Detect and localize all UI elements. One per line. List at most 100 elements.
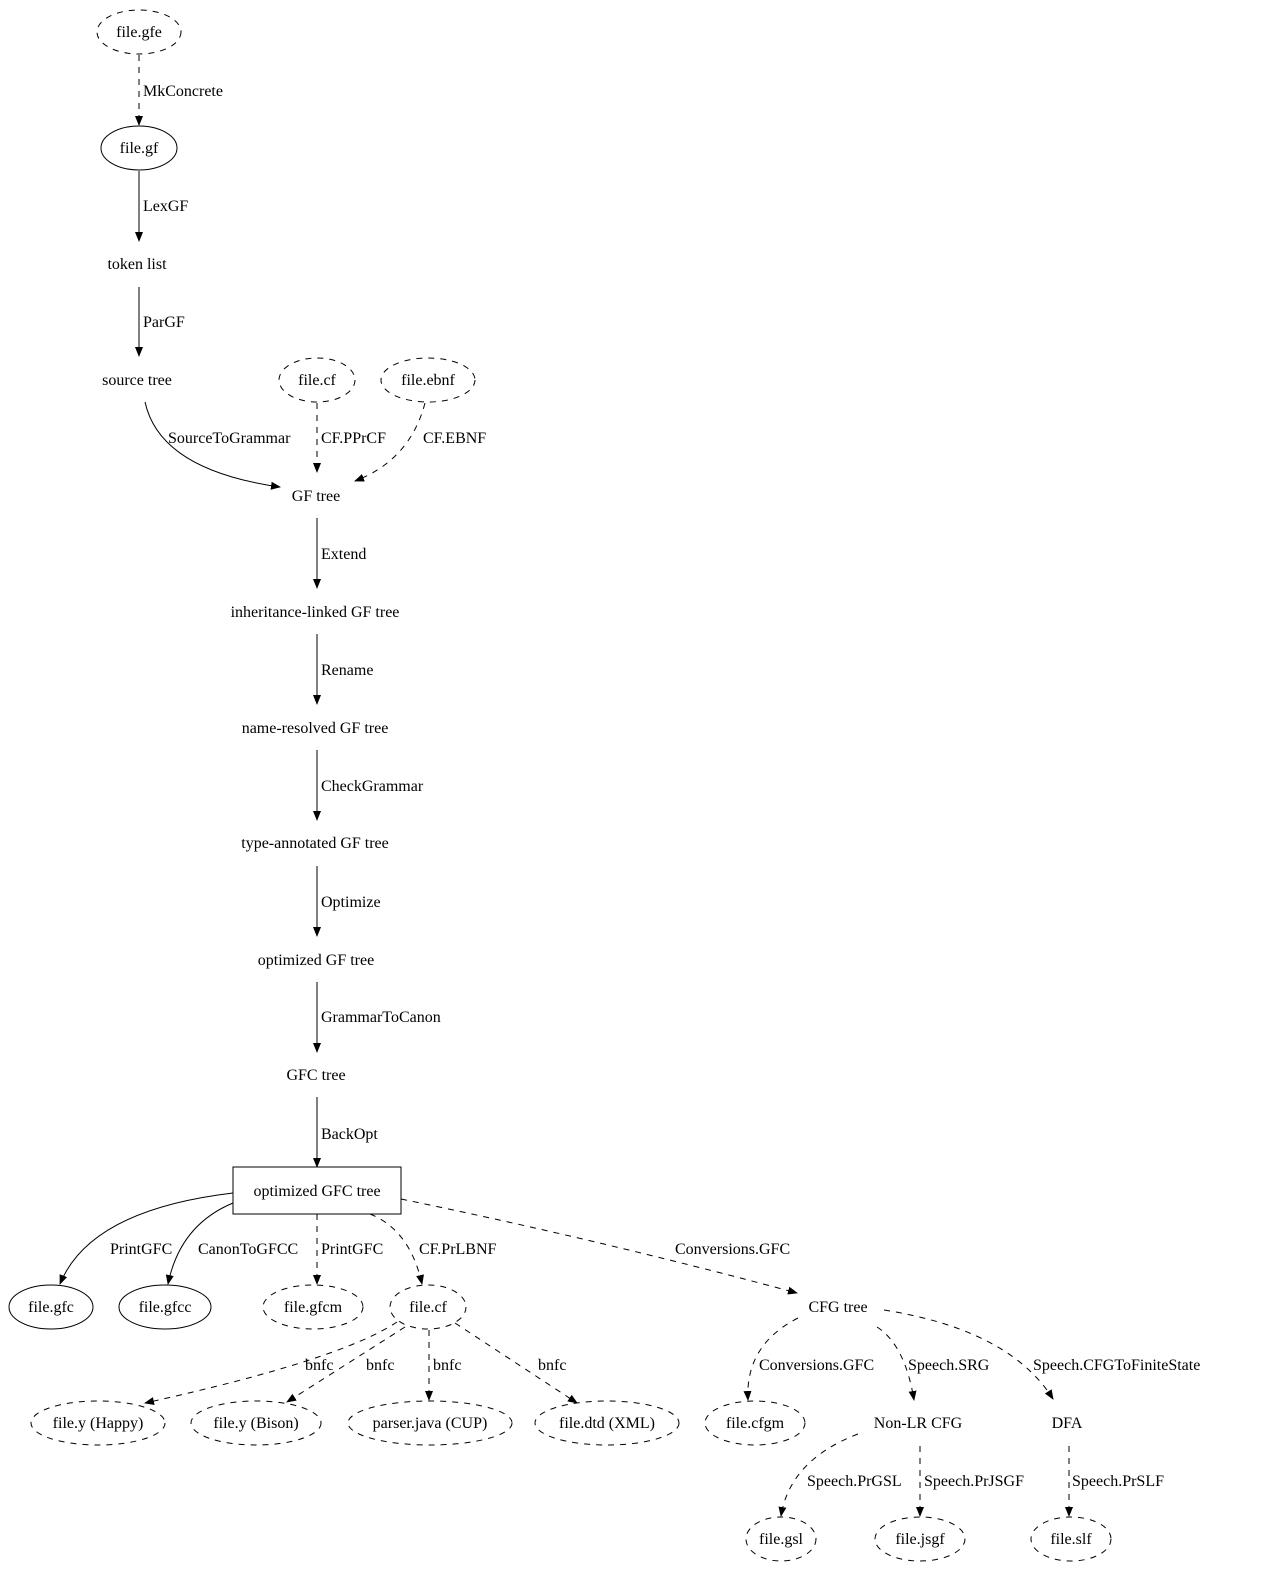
node-gf: file.gf: [100, 125, 178, 171]
node-optgf: optimized GF tree: [258, 952, 374, 969]
edge-line: [400, 1198, 798, 1295]
edge-label-cf-ebnf: CF.EBNF: [423, 430, 486, 447]
edge-cfgtree-to-dfa: Speech.CFGToFiniteState: [883, 1309, 1200, 1400]
edge-label-mkconcrete: MkConcrete: [143, 83, 223, 100]
edge-label-speech-srg: Speech.SRG: [908, 1357, 990, 1374]
node-ellipse: [1030, 1516, 1112, 1562]
edge-label-lexgf: LexGF: [143, 198, 188, 215]
node-label: file.dtd (XML): [559, 1415, 655, 1432]
edge-line: [59, 1192, 234, 1285]
edge-label-speech-prjsgf: Speech.PrJSGF: [924, 1473, 1024, 1490]
node-ellipse: [96, 9, 182, 55]
node-label: source tree: [102, 372, 172, 389]
edge-line: [165, 1202, 234, 1285]
edge-label-speech-cfgtofinitestate: Speech.CFGToFiniteState: [1033, 1357, 1200, 1374]
node-label: file.gfcc: [139, 1299, 192, 1316]
edge-dfa-to-slf: Speech.PrSLF: [1065, 1446, 1164, 1517]
node-label: optimized GFC tree: [253, 1183, 380, 1200]
node-gftree: GF tree: [292, 488, 340, 505]
edge-optgfc-to-fgfc: PrintGFC: [59, 1192, 234, 1285]
node-label: file.gfe: [116, 24, 162, 41]
edge-label-canontogfcc: CanonToGFCC: [198, 1241, 298, 1258]
edge-label-printgfc: PrintGFC: [321, 1241, 383, 1258]
node-box: [232, 1166, 402, 1215]
node-inh: inheritance-linked GF tree: [231, 604, 400, 621]
edge-cf2-to-bison: bnfc: [286, 1326, 406, 1403]
node-label: token list: [107, 256, 167, 273]
node-label: DFA: [1052, 1415, 1083, 1432]
node-label: file.gf: [120, 140, 159, 157]
edge-label-sourcetogrammar: SourceToGrammar: [168, 430, 291, 447]
node-ebnf: file.ebnf: [380, 357, 476, 403]
node-label: file.cf: [409, 1299, 447, 1316]
edge-ebnf-to-gftree: CF.EBNF: [354, 402, 486, 482]
edge-label-grammartocanon: GrammarToCanon: [321, 1009, 441, 1026]
edge-label-bnfc: bnfc: [538, 1357, 566, 1374]
node-ellipse: [278, 357, 356, 403]
edge-label-bnfc: bnfc: [433, 1357, 461, 1374]
edge-label-bnfc: bnfc: [366, 1357, 394, 1374]
edge-label-optimize: Optimize: [321, 894, 381, 911]
node-label: file.y (Happy): [53, 1415, 144, 1432]
node-label: file.y (Bison): [213, 1415, 298, 1432]
node-label: file.gsl: [759, 1531, 804, 1548]
node-ellipse: [704, 1400, 806, 1446]
node-cup: parser.java (CUP): [347, 1400, 513, 1446]
node-ellipse: [190, 1400, 322, 1446]
edge-line: [354, 402, 426, 482]
node-nameres: name-resolved GF tree: [242, 720, 389, 737]
edge-cf1-to-gftree: CF.PPrCF: [313, 403, 386, 473]
edge-nonlr-to-jsgf: Speech.PrJSGF: [916, 1446, 1024, 1517]
edge-line: [144, 1321, 398, 1405]
node-label: file.ebnf: [401, 372, 455, 389]
node-dfa: DFA: [1052, 1415, 1083, 1432]
edge-label-checkgrammar: CheckGrammar: [321, 778, 424, 795]
node-ellipse: [389, 1284, 467, 1330]
edge-cf2-to-cup: bnfc: [425, 1330, 461, 1401]
edge-gfc-to-optgfc: BackOpt: [313, 1097, 378, 1168]
node-label: file.cf: [298, 372, 336, 389]
node-cfgtree: CFG tree: [808, 1299, 867, 1316]
node-ellipse: [262, 1284, 364, 1330]
edge-label-cf-prlbnf: CF.PrLBNF: [419, 1241, 497, 1258]
node-label: file.gfcm: [284, 1299, 343, 1316]
node-happy: file.y (Happy): [30, 1400, 166, 1446]
edge-gftree-to-inh: Extend: [313, 518, 366, 589]
node-ellipse: [534, 1400, 680, 1446]
node-label: inheritance-linked GF tree: [231, 604, 400, 621]
node-ellipse: [745, 1516, 817, 1562]
node-gfcm: file.gfcm: [262, 1284, 364, 1330]
node-label: file.slf: [1050, 1531, 1092, 1548]
node-cf1: file.cf: [278, 357, 356, 403]
node-ellipse: [347, 1400, 513, 1446]
node-label: name-resolved GF tree: [242, 720, 389, 737]
node-label: GFC tree: [286, 1067, 345, 1084]
edge-label-conversions-gfc: Conversions.GFC: [759, 1357, 874, 1374]
edge-tokens-to-source: ParGF: [135, 287, 185, 357]
edge-optgfc-to-cf2: CF.PrLBNF: [369, 1213, 497, 1285]
edge-gf-to-tokens: LexGF: [135, 171, 188, 242]
edge-nonlr-to-gsl: Speech.PrGSL: [778, 1433, 902, 1517]
edge-label-printgfc: PrintGFC: [110, 1241, 172, 1258]
node-label: type-annotated GF tree: [241, 835, 389, 852]
node-label: parser.java (CUP): [373, 1415, 488, 1432]
edge-line: [454, 1322, 578, 1404]
node-cfgm: file.cfgm: [704, 1400, 806, 1446]
edge-gfe-to-gf: MkConcrete: [135, 55, 223, 126]
node-label: CFG tree: [808, 1299, 867, 1316]
edge-cf2-to-happy: bnfc: [144, 1321, 398, 1405]
edge-line: [743, 1317, 799, 1401]
node-jsgf: file.jsgf: [874, 1516, 966, 1562]
edge-label-bnfc: bnfc: [305, 1357, 333, 1374]
edge-label-backopt: BackOpt: [321, 1126, 378, 1143]
node-typeann: type-annotated GF tree: [241, 835, 389, 852]
node-label: GF tree: [292, 488, 340, 505]
edge-nameres-to-typeann: CheckGrammar: [313, 750, 424, 821]
node-gfc: GFC tree: [286, 1067, 345, 1084]
node-cf2: file.cf: [389, 1284, 467, 1330]
edge-inh-to-nameres: Rename: [313, 634, 373, 705]
node-ellipse: [118, 1284, 212, 1330]
node-gsl: file.gsl: [745, 1516, 817, 1562]
node-fgfc: file.gfc: [8, 1284, 94, 1330]
